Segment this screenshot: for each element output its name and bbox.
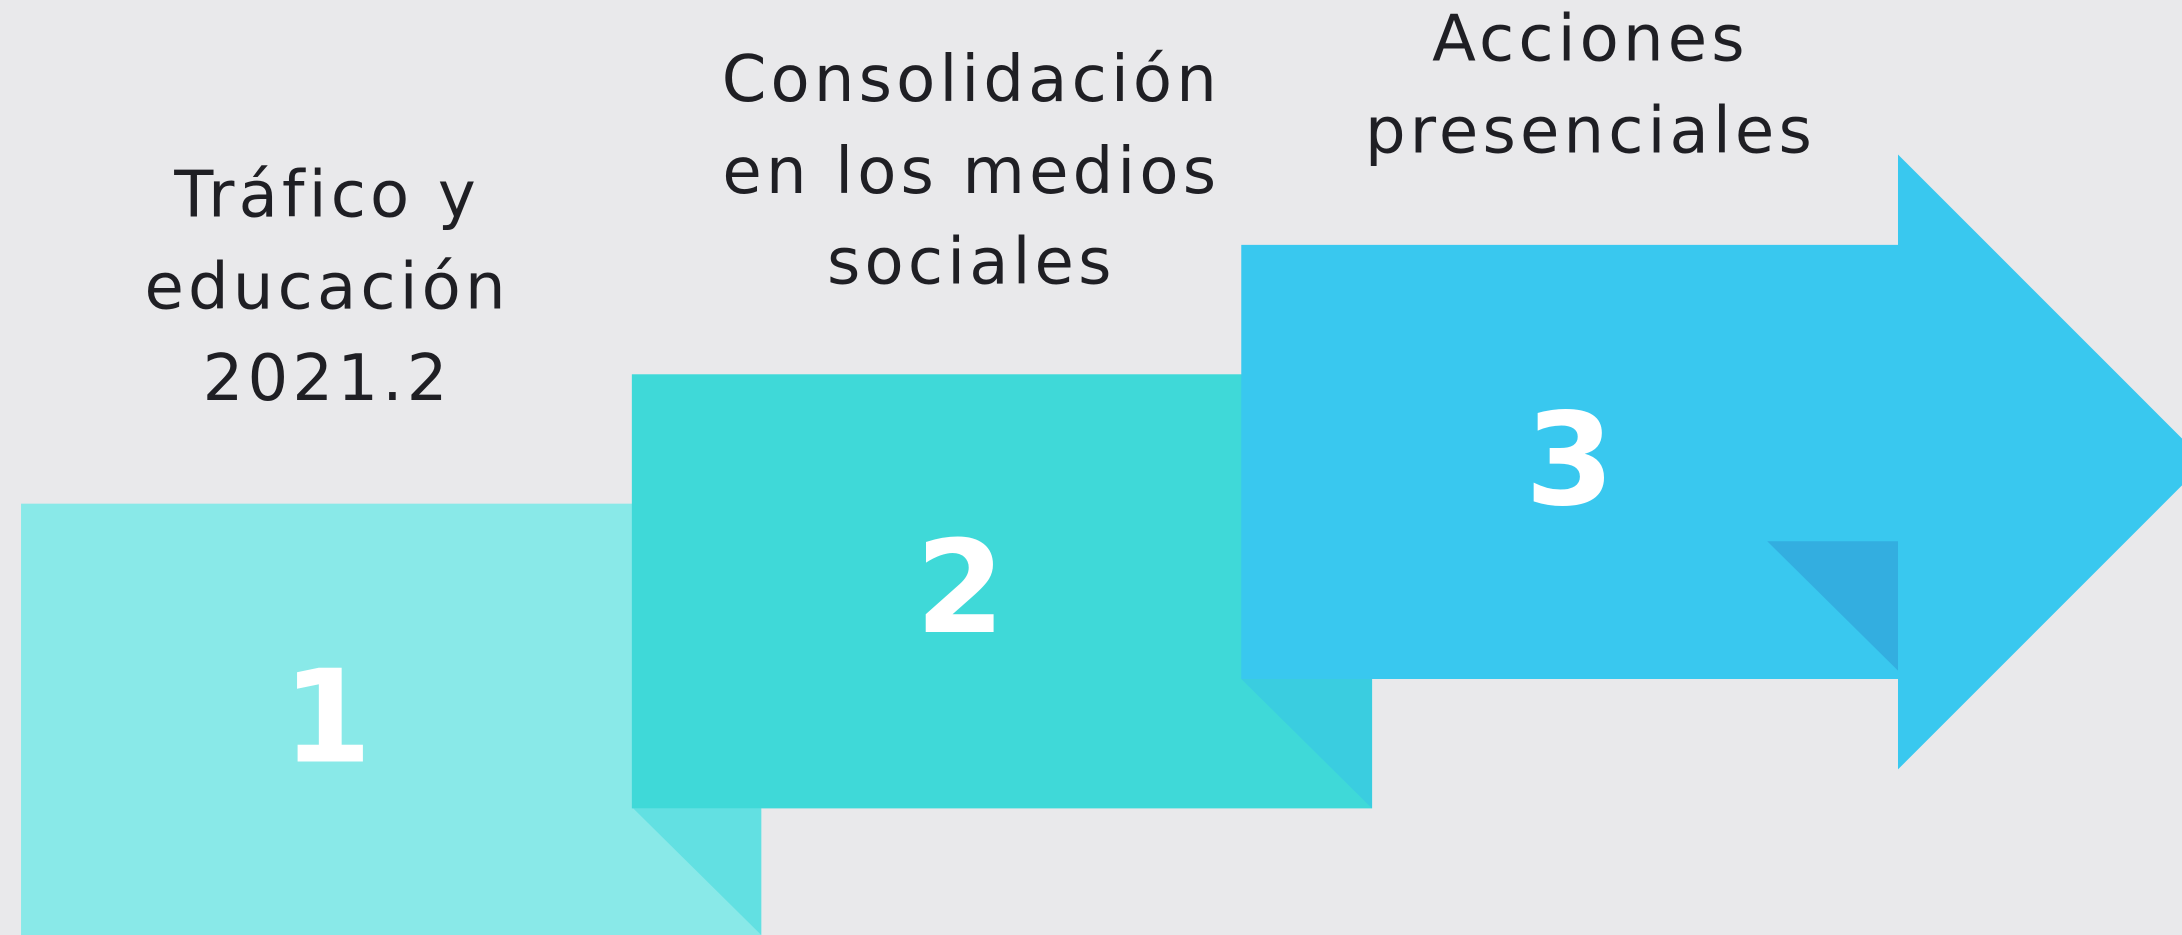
step-label: Consolidación	[722, 43, 1221, 117]
step-label: en los medios	[722, 135, 1220, 209]
step-number: 3	[1525, 386, 1614, 535]
step-number: 1	[283, 643, 372, 792]
fold	[633, 808, 762, 935]
step-label: Tráfico y	[173, 159, 480, 233]
step-number: 2	[916, 514, 1005, 663]
step-arrow	[1241, 154, 2182, 770]
step-label: educación	[145, 250, 510, 324]
step-label: Acciones	[1432, 3, 1749, 77]
step-label: 2021.2	[203, 342, 452, 416]
step-label: presenciales	[1365, 95, 1816, 169]
step-label: sociales	[827, 225, 1116, 299]
